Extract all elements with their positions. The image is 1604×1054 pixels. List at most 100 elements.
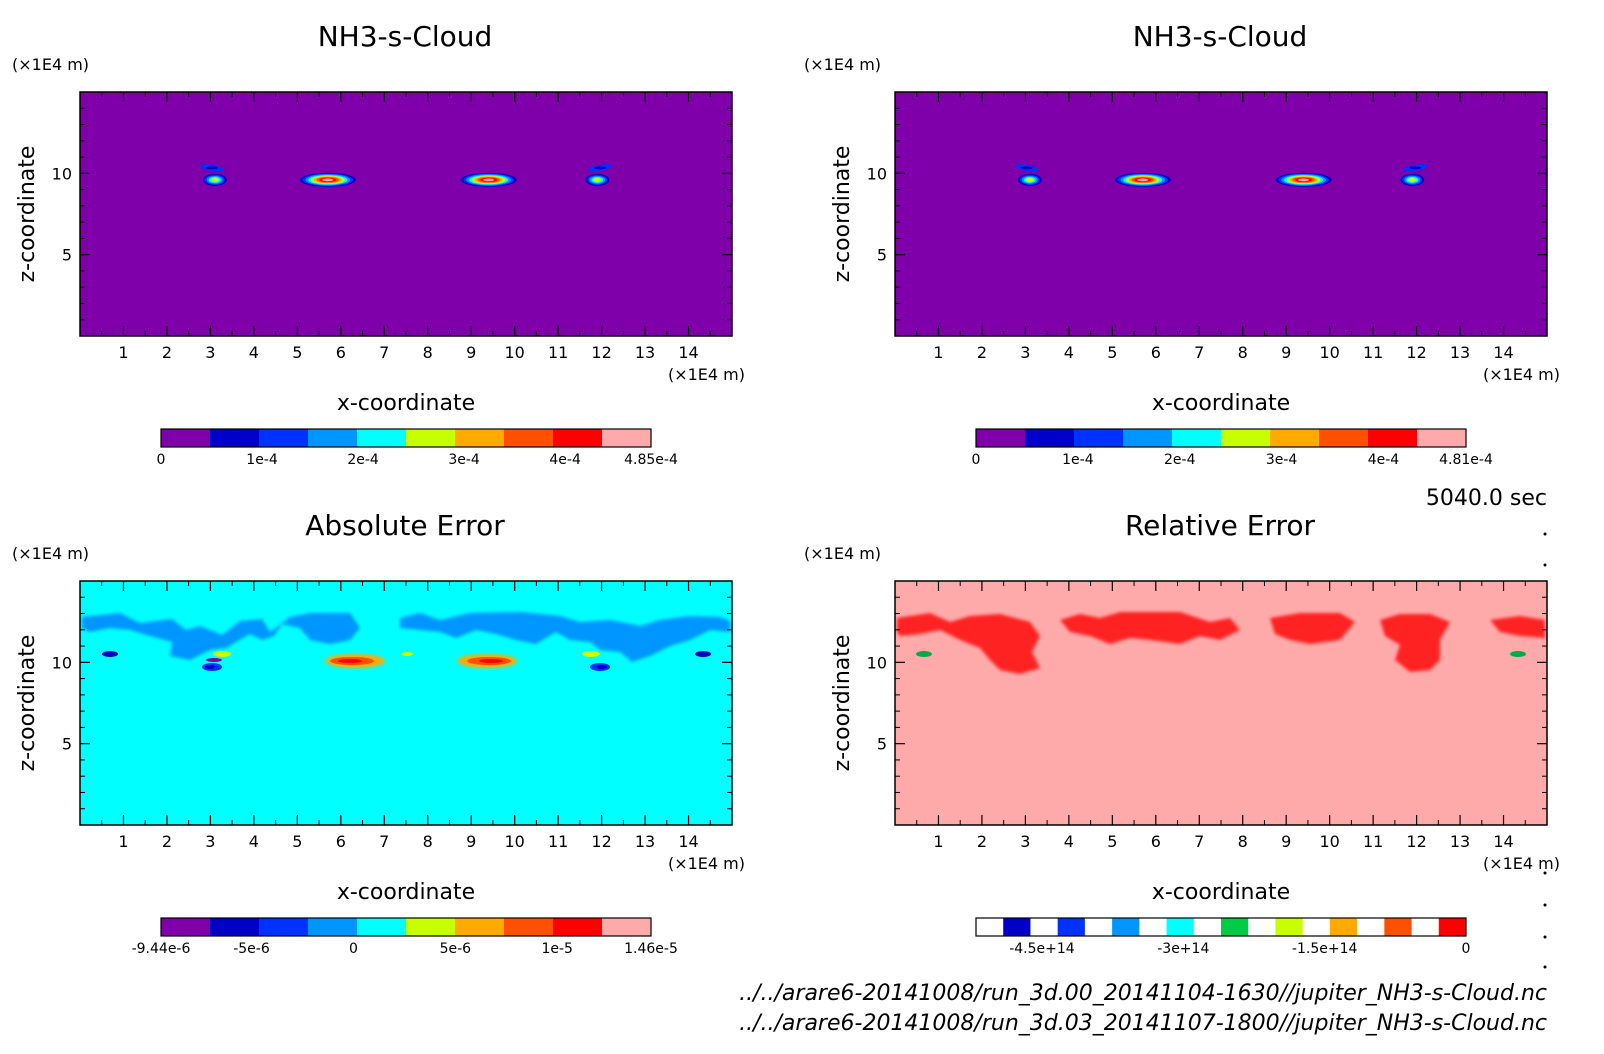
cloud-contour — [594, 166, 607, 170]
x-tick-label: 1 — [933, 343, 943, 362]
cloud-features — [199, 164, 613, 187]
colorbar-segment — [1417, 429, 1467, 447]
x-tick-label: 10 — [1319, 832, 1339, 851]
colorbar-segment — [406, 918, 456, 936]
colorbar-segment — [1248, 918, 1276, 936]
colorbar-tick-label: 1e-4 — [246, 452, 278, 468]
x-tick-label: 6 — [1151, 343, 1161, 362]
x-unit-label: (×1E4 m) — [668, 365, 745, 384]
x-tick-label: 7 — [1194, 832, 1204, 851]
x-tick-label: 6 — [336, 832, 346, 851]
x-tick-label: 5 — [1107, 343, 1117, 362]
y-tick-label: 5 — [62, 246, 72, 265]
x-tick-label: 6 — [336, 343, 346, 362]
error-pattern — [897, 612, 1545, 674]
colorbar-tick-label: 1.46e-5 — [624, 941, 678, 957]
x-tick-label: 11 — [1363, 343, 1383, 362]
colorbar-segment — [161, 918, 211, 936]
colorbar-segment — [1221, 918, 1249, 936]
colorbar-tick-label: 4e-4 — [549, 452, 581, 468]
x-tick-label: 3 — [1020, 343, 1030, 362]
x-tick-label: 8 — [1238, 343, 1248, 362]
colorbar-segment — [406, 429, 456, 447]
colorbar-segment — [553, 429, 603, 447]
x-tick-label: 5 — [292, 832, 302, 851]
x-tick-label: 7 — [1194, 343, 1204, 362]
margin-dots — [1543, 532, 1547, 969]
colorbar-tick-label: 3e-4 — [1266, 452, 1298, 468]
colorbar-segment — [1302, 918, 1331, 936]
colorbar-tick-label: 2e-4 — [1164, 452, 1196, 468]
colorbar-frame — [975, 917, 1467, 937]
colorbar-segment — [357, 429, 407, 447]
x-tick-label: 1 — [933, 832, 943, 851]
panel-nh3-cloud-run03: NH3-s-Cloud (×1E4 m) 1 2 3 4 5 6 7 8 9 10 11 12 13 14… — [804, 20, 1560, 468]
colorbar-segment — [1411, 918, 1440, 936]
cloud-contour — [1025, 177, 1034, 182]
x-tick-label: 3 — [205, 832, 215, 851]
x-tick-label: 8 — [423, 343, 433, 362]
cloud-contour — [205, 166, 218, 170]
x-tick-label: 7 — [379, 343, 389, 362]
x-tick-label: 13 — [1450, 832, 1470, 851]
x-tick-label: 3 — [1020, 832, 1030, 851]
colorbar-tick-label: -9.44e-6 — [132, 941, 191, 957]
x-ticks: 1 2 3 4 5 6 7 8 9 10 11 12 13 14 — [101, 92, 711, 362]
colorbar-segment — [308, 918, 358, 936]
x-tick-label: 4 — [249, 832, 259, 851]
cloud-contour — [482, 178, 495, 182]
plot-area — [895, 92, 1547, 336]
colorbar-segment — [553, 918, 603, 936]
colorbar: 0 1e-4 2e-4 3e-4 4e-4 4.81e-4 — [972, 428, 1493, 468]
x-ticks: 1 2 3 4 5 6 7 8 9 10 11 12 13 14 — [916, 92, 1526, 362]
y-unit-label: (×1E4 m) — [804, 55, 881, 74]
x-tick-label: 2 — [977, 832, 987, 851]
colorbar-segment — [210, 429, 260, 447]
y-axis-label: z-coordinate — [15, 146, 40, 283]
y-tick-label: 5 — [62, 735, 72, 754]
colorbar-tick-label: 0 — [972, 452, 981, 468]
x-tick-label: 13 — [635, 343, 655, 362]
x-tick-label: 8 — [423, 832, 433, 851]
colorbar-segment — [602, 429, 652, 447]
cloud-contour — [1408, 177, 1417, 182]
x-tick-label: 12 — [1406, 832, 1426, 851]
colorbar-segment — [1270, 429, 1320, 447]
time-label: 5040.0 sec — [1426, 486, 1547, 511]
x-tick-label: 11 — [548, 343, 568, 362]
x-tick-label: 6 — [1151, 832, 1161, 851]
colorbar-segment — [308, 429, 358, 447]
colorbar-tick-label: 0 — [1462, 941, 1471, 957]
colorbar-segment — [357, 918, 407, 936]
colorbar-tick-label: 3e-4 — [448, 452, 480, 468]
colorbar: -4.5e+14 -3e+14 -1.5e+14 0 — [975, 917, 1471, 957]
colorbar-segment — [1025, 429, 1075, 447]
y-ticks: 5 10 — [867, 596, 1547, 810]
colorbar-segment — [1123, 429, 1173, 447]
x-tick-label: 7 — [379, 832, 389, 851]
colorbar-tick-label: -3e+14 — [1157, 941, 1209, 957]
x-tick-label: 14 — [678, 343, 698, 362]
colorbar-segment — [1074, 429, 1124, 447]
x-tick-label: 4 — [1064, 832, 1074, 851]
x-unit-label: (×1E4 m) — [1483, 854, 1560, 873]
x-tick-label: 1 — [118, 832, 128, 851]
x-tick-label: 10 — [504, 343, 524, 362]
y-unit-label: (×1E4 m) — [12, 544, 89, 563]
panel-title: Absolute Error — [305, 509, 505, 542]
colorbar-segment — [1221, 429, 1271, 447]
colorbar: 0 1e-4 2e-4 3e-4 4e-4 4.85e-4 — [157, 428, 678, 468]
y-unit-label: (×1E4 m) — [12, 55, 89, 74]
x-tick-label: 10 — [1319, 343, 1339, 362]
x-tick-label: 9 — [466, 832, 476, 851]
panel-nh3-cloud-run00: NH3-s-Cloud (×1E4 m) 1 2 3 4 5 6 7 8 9 10 11 12 13 14… — [12, 20, 745, 468]
y-tick-label: 10 — [867, 164, 887, 183]
panel-absolute-error: Absolute Error (×1E4 m) 1 — [12, 509, 745, 957]
y-tick-label: 5 — [877, 246, 887, 265]
x-unit-label: (×1E4 m) — [1483, 365, 1560, 384]
x-tick-label: 10 — [504, 832, 524, 851]
y-axis-label: z-coordinate — [830, 146, 855, 283]
error-pattern — [82, 612, 730, 671]
x-tick-label: 1 — [118, 343, 128, 362]
cloud-contour — [593, 177, 602, 182]
